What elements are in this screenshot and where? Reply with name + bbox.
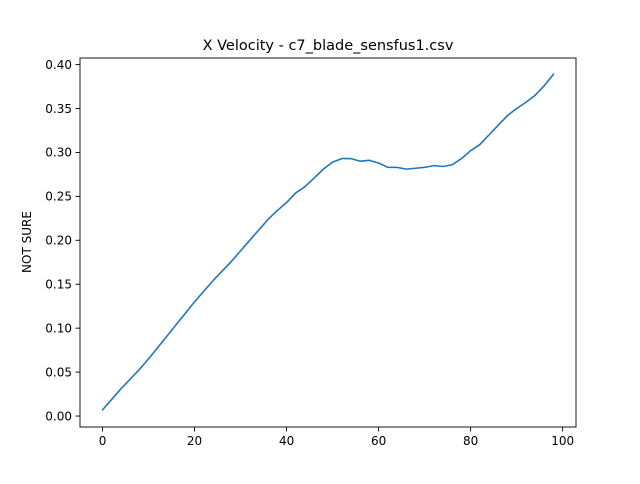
y-tick-label: 0.05	[45, 365, 72, 379]
x-tick-label: 60	[371, 434, 386, 448]
x-tick-label: 40	[279, 434, 294, 448]
y-tick-label: 0.15	[45, 278, 72, 292]
y-tick-label: 0.20	[45, 234, 72, 248]
y-tick-label: 0.35	[45, 102, 72, 116]
y-tick-label: 0.25	[45, 190, 72, 204]
plot-area: 0 20 40 60 80 100 0.00 0.05 0.10 0.15 0.20 0.25 0.30…	[45, 57, 577, 448]
x-tick-label: 100	[551, 434, 574, 448]
y-tick-label: 0.40	[45, 58, 72, 72]
y-tick-label: 0.10	[45, 321, 72, 335]
x-tick-label: 80	[463, 434, 478, 448]
y-axis-label: NOT SURE	[20, 211, 34, 273]
x-tick-label: 20	[187, 434, 202, 448]
y-tick-label: 0.30	[45, 146, 72, 160]
x-tick-label: 0	[99, 434, 107, 448]
y-tick-label: 0.00	[45, 409, 72, 423]
series-line-0	[101, 73, 555, 411]
chart-title: X Velocity - c7_blade_sensfus1.csv	[203, 38, 454, 54]
plot-frame	[79, 57, 577, 428]
